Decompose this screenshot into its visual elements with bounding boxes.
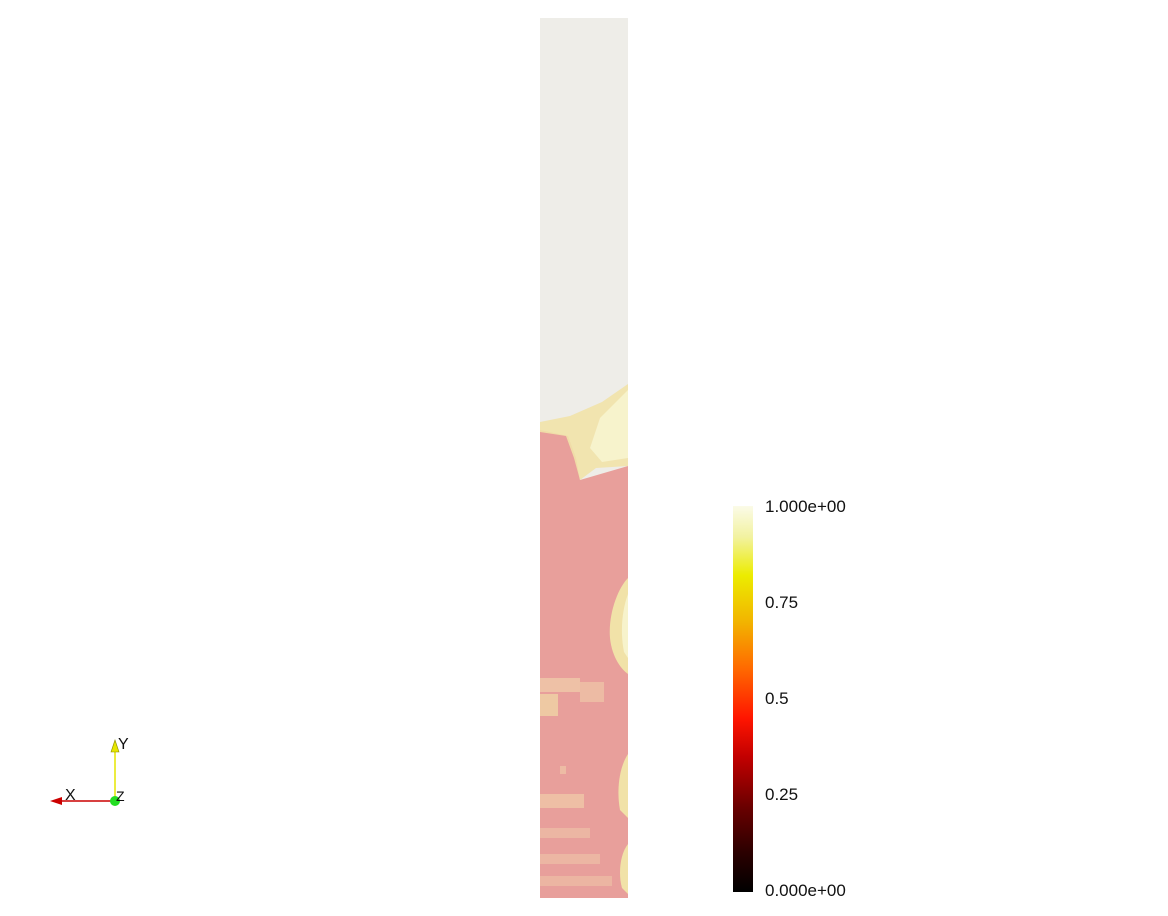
colorbar-tick-05: 0.5 (765, 689, 789, 708)
y-axis-label: Y (118, 736, 129, 753)
z-axis-label: Z (116, 788, 125, 804)
field-column (540, 18, 628, 898)
streak-4 (540, 794, 584, 808)
colorbar-max-label: 1.000e+00 (765, 497, 846, 516)
orientation-axes: Y X Z (40, 730, 140, 820)
interface-highlight (590, 390, 628, 462)
colorbar-tick-075: 0.75 (765, 593, 799, 612)
colorbar-gradient (733, 506, 753, 892)
z-axis-dot-icon (110, 796, 120, 806)
bubble-right-2 (618, 754, 628, 818)
streak-6 (540, 854, 600, 864)
x-axis-arrow-icon (50, 797, 62, 805)
streak-1 (540, 678, 580, 692)
colorbar-tick-025: 0.25 (765, 785, 799, 804)
streak-5 (540, 828, 590, 838)
axes-triad-svg (50, 739, 120, 806)
colorbar-min-label: 0.000e+00 (765, 881, 846, 900)
field-svg (540, 18, 628, 898)
lower-phase-region (540, 430, 628, 898)
bubble-right-1-core (621, 594, 628, 658)
streak-2 (540, 694, 558, 716)
streak-7 (540, 876, 612, 886)
streak-3 (580, 682, 604, 702)
bubble-right-1 (609, 578, 628, 674)
y-axis-arrow-icon (110, 739, 120, 753)
speck (560, 766, 566, 774)
bubble-right-3 (620, 844, 628, 894)
x-axis-label: X (65, 787, 76, 804)
